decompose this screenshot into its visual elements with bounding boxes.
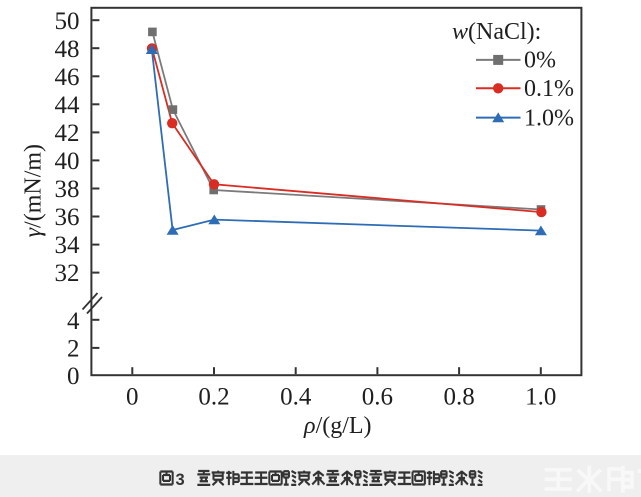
svg-text:γ/(mN/m): γ/(mN/m) bbox=[21, 144, 47, 237]
svg-text:0.2: 0.2 bbox=[198, 384, 229, 411]
svg-text:44: 44 bbox=[55, 92, 81, 119]
svg-text:40: 40 bbox=[55, 148, 80, 175]
svg-text:38: 38 bbox=[55, 176, 80, 203]
svg-text:0: 0 bbox=[126, 384, 139, 411]
svg-text:w(NaCl):: w(NaCl): bbox=[452, 19, 541, 45]
svg-text:ρ/(g/L): ρ/(g/L) bbox=[303, 413, 372, 439]
svg-text:42: 42 bbox=[55, 120, 80, 147]
svg-text:48: 48 bbox=[55, 36, 80, 63]
svg-text:1.0%: 1.0% bbox=[524, 105, 574, 131]
svg-text:0.6: 0.6 bbox=[362, 384, 393, 411]
svg-text:0.1%: 0.1% bbox=[524, 76, 574, 102]
svg-text:34: 34 bbox=[55, 232, 81, 259]
svg-text:0: 0 bbox=[67, 363, 80, 390]
svg-text:46: 46 bbox=[55, 64, 80, 91]
svg-text:0.4: 0.4 bbox=[280, 384, 312, 411]
svg-text:50: 50 bbox=[55, 8, 80, 35]
svg-text:4: 4 bbox=[67, 308, 80, 335]
svg-text:36: 36 bbox=[55, 204, 80, 231]
svg-text:0%: 0% bbox=[524, 47, 556, 73]
svg-text:32: 32 bbox=[55, 260, 80, 287]
svg-text:3: 3 bbox=[176, 471, 185, 489]
svg-text:1.0: 1.0 bbox=[525, 384, 556, 411]
svg-text:0.8: 0.8 bbox=[443, 384, 474, 411]
svg-text:2: 2 bbox=[67, 336, 80, 363]
